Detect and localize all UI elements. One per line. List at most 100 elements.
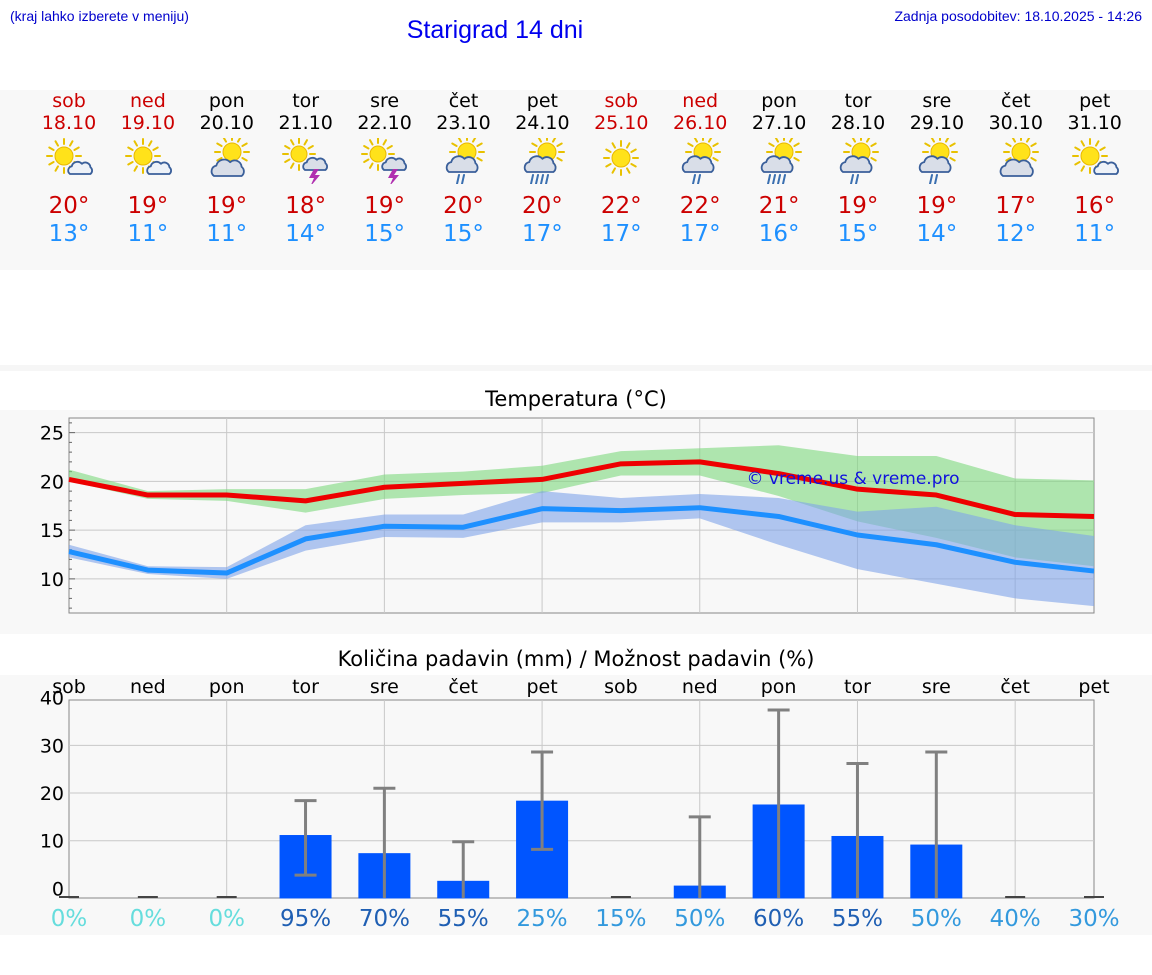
- day-date: 27.10: [751, 112, 807, 134]
- category-label: pon: [209, 676, 245, 698]
- category-label: tor: [844, 676, 871, 698]
- y-tick-label: 10: [40, 569, 64, 591]
- sun-light-rain-icon: [918, 138, 958, 184]
- day-column: sre 29.10 19° 14°: [892, 90, 982, 248]
- category-label: sob: [604, 676, 638, 698]
- min-temperature-line: [68, 505, 1095, 576]
- max-temperature: 16°: [1074, 193, 1116, 219]
- day-name: pet: [526, 90, 558, 112]
- min-temperature: 13°: [48, 221, 90, 247]
- precipitation-probability: 0%: [208, 906, 245, 932]
- min-temperature: 17°: [679, 221, 721, 247]
- precipitation-probability: 40%: [990, 906, 1041, 932]
- day-date: 28.10: [830, 112, 886, 134]
- day-name: pet: [1079, 90, 1111, 112]
- day-date: 22.10: [357, 112, 412, 134]
- category-label: pet: [526, 676, 557, 698]
- category-label: pet: [1078, 676, 1109, 698]
- precipitation-probability: 55%: [832, 906, 883, 932]
- day-column: pon 20.10 19° 11°: [182, 90, 272, 248]
- sun-light-rain-icon: [839, 138, 879, 184]
- precipitation-probability: 30%: [1068, 906, 1119, 932]
- precipitation-probability: 60%: [753, 906, 804, 932]
- max-temperature: 20°: [48, 193, 90, 219]
- day-date: 30.10: [988, 112, 1043, 134]
- y-tick-label: 25: [40, 423, 64, 445]
- cloud-sun-icon: [210, 138, 250, 177]
- last-updated: Zadnja posodobitev: 18.10.2025 - 14:26: [894, 8, 1142, 24]
- y-tick-label: 40: [40, 688, 64, 710]
- day-column: čet 30.10 17° 12°: [971, 90, 1061, 248]
- min-temperature: 11°: [1074, 221, 1116, 247]
- day-date: 24.10: [515, 112, 570, 134]
- min-temperature: 14°: [916, 221, 958, 247]
- min-temperature: 12°: [995, 221, 1037, 247]
- category-label: čet: [1000, 676, 1030, 698]
- max-temperature: 19°: [837, 193, 879, 219]
- day-date: 19.10: [120, 112, 176, 134]
- min-temperature: 15°: [443, 221, 484, 247]
- min-temperature: 17°: [600, 221, 642, 247]
- y-tick-label: 15: [40, 520, 64, 542]
- max-temperature: 19°: [206, 193, 248, 219]
- sun-thunder-icon: [281, 138, 328, 184]
- day-name: tor: [844, 90, 872, 112]
- day-name: sre: [370, 90, 400, 112]
- day-date: 29.10: [909, 112, 965, 134]
- day-name: čet: [1001, 90, 1031, 112]
- min-temperature: 11°: [206, 221, 248, 247]
- sun-thunder-icon: [360, 138, 407, 184]
- day-name: sre: [922, 90, 952, 112]
- day-name: tor: [292, 90, 320, 112]
- precipitation-probability: 70%: [359, 906, 410, 932]
- day-date: 21.10: [278, 112, 333, 134]
- sun-rain-icon: [524, 138, 566, 184]
- sun-rain-icon: [760, 138, 803, 184]
- category-label: sre: [922, 676, 951, 698]
- day-name: čet: [448, 90, 479, 112]
- category-label: tor: [292, 676, 319, 698]
- day-column: pon 27.10 21° 16°: [734, 90, 824, 248]
- day-column: pet 31.10 16° 11°: [1050, 90, 1140, 248]
- max-temperature: 20°: [443, 193, 484, 219]
- max-temperature: 22°: [600, 193, 642, 219]
- sun-light-rain-icon: [445, 138, 485, 184]
- max-temperature-line: [68, 459, 1095, 519]
- day-column: tor 21.10 18° 14°: [261, 90, 351, 248]
- sun-cloud-icon: [124, 138, 172, 175]
- precipitation-probability: 0%: [51, 906, 88, 932]
- day-name: sob: [604, 90, 639, 112]
- day-column: ned 19.10 19° 11°: [103, 90, 193, 248]
- precipitation-probability: 15%: [595, 906, 646, 932]
- day-date: 20.10: [199, 112, 254, 134]
- min-temperature: 16°: [758, 221, 800, 247]
- y-tick-label: 30: [40, 735, 64, 757]
- day-name: ned: [682, 90, 719, 112]
- day-name: pon: [208, 90, 245, 112]
- day-column: čet 23.10 20° 15°: [419, 90, 509, 248]
- category-label: čet: [448, 676, 478, 698]
- max-temperature: 19°: [364, 193, 405, 219]
- day-name: sob: [52, 90, 86, 112]
- max-temperature: 21°: [758, 193, 800, 219]
- y-tick-label: 20: [40, 783, 64, 805]
- y-tick-label: 0: [52, 878, 64, 900]
- precipitation-probability: 0%: [130, 906, 167, 932]
- category-label: ned: [682, 676, 718, 698]
- max-temperature: 17°: [995, 193, 1037, 219]
- day-column: pet 24.10 20° 17°: [497, 90, 587, 248]
- min-temperature: 17°: [522, 221, 563, 247]
- day-date: 31.10: [1067, 112, 1122, 134]
- sun-light-rain-icon: [681, 138, 722, 184]
- sun-cloud-icon: [1071, 138, 1119, 175]
- max-temperature: 22°: [679, 193, 721, 219]
- max-temperature: 18°: [285, 193, 327, 219]
- day-name: ned: [129, 90, 166, 112]
- min-temperature: 14°: [285, 221, 327, 247]
- day-date: 26.10: [672, 112, 728, 134]
- day-column: tor 28.10 19° 15°: [813, 90, 903, 248]
- precipitation-probability: 55%: [438, 906, 489, 932]
- max-temperature: 19°: [127, 193, 169, 219]
- sun-cloud-icon: [46, 138, 93, 175]
